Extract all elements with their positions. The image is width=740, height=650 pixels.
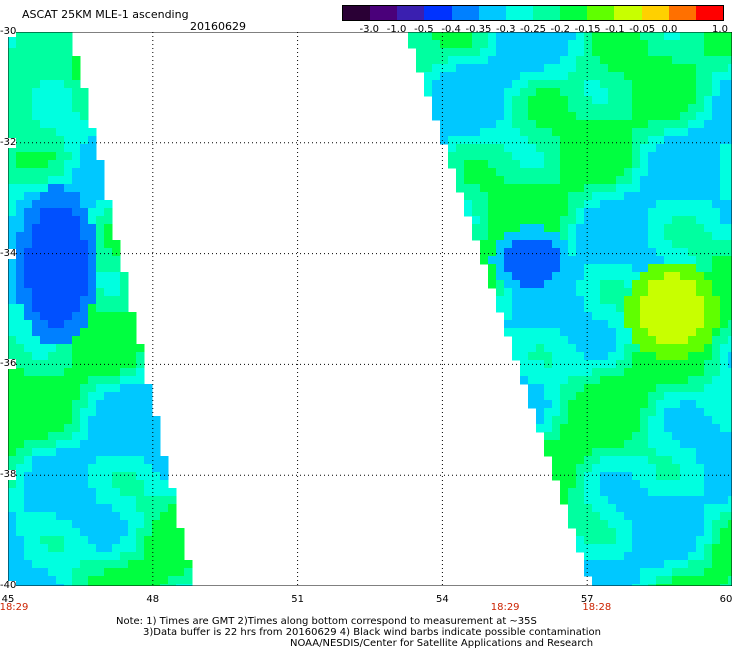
colorbar-label: -0.5 [414,24,434,35]
colorbar-cell [505,6,533,20]
wind-map [8,32,732,586]
note-line-3: NOAA/NESDIS/Center for Satellite Applica… [290,638,594,649]
colorbar-cell [397,6,425,20]
colorbar-cell [478,6,506,20]
lon-label: 54 [436,594,449,605]
colorbar-cell [695,6,723,20]
colorbar-label: -1.0 [386,24,407,35]
grid-lines [8,32,732,586]
time-label: 18:28 [582,602,612,613]
lon-label: 51 [291,594,304,605]
colorbar-label: -0.25 [520,24,546,35]
colorbar-cell [451,6,479,20]
colorbar-cell [343,6,371,20]
map-date: 20160629 [190,20,246,33]
lon-label: 48 [146,594,160,605]
colorbar-label: -0.35 [465,24,492,35]
lat-label: -40 [0,580,17,591]
note-line-1: Note: 1) Times are GMT 2)Times along bot… [116,616,537,627]
colorbar-label: -0.05 [629,24,656,35]
colorbar-cell [370,6,398,20]
colorbar-label: -0.4 [441,24,461,35]
lat-label: -32 [0,136,17,148]
colorbar-labels: -3.0 -1.0 -0.5 -0.4 -0.35 -0.3 -0.25 -0.2 -0.15-… [0,24,740,38]
lon-label: 57 [580,594,594,605]
lon-label: 60 [719,594,733,605]
time-label: 18:29 [0,602,29,613]
colorbar-cell [614,6,642,20]
colorbar-label: -0.2 [550,24,571,35]
swath-layer [8,32,732,586]
colorbar-cell [424,6,452,20]
colorbar-label: -0.3 [495,24,516,35]
colorbar-cell [560,6,588,20]
colorbar-cell [532,6,561,20]
lat-label: -30 [0,26,17,37]
time-label: 18:29 [490,602,520,613]
colorbar-cell [668,6,696,20]
map-title: ASCAT 25KM MLE-1 ascending [22,8,189,21]
lat-label: -34 [0,247,17,259]
colorbar-label: -0.1 [605,24,625,35]
lon-label: 45 [1,594,15,605]
lat-label: -36 [0,358,17,370]
colorbar-label: 1.0 [712,24,728,35]
colorbar-label: -0.15 [574,24,601,35]
colorbar-cell [587,6,615,20]
colorbar-label: 0.0 [661,24,678,35]
colorbar-cell [641,6,669,20]
note-line-2: 3)Data buffer is 22 hrs from 20160629 4)… [143,627,601,638]
lat-label: -38 [0,469,17,481]
colorbar [342,5,724,21]
colorbar-label: -3.0 [359,24,380,35]
